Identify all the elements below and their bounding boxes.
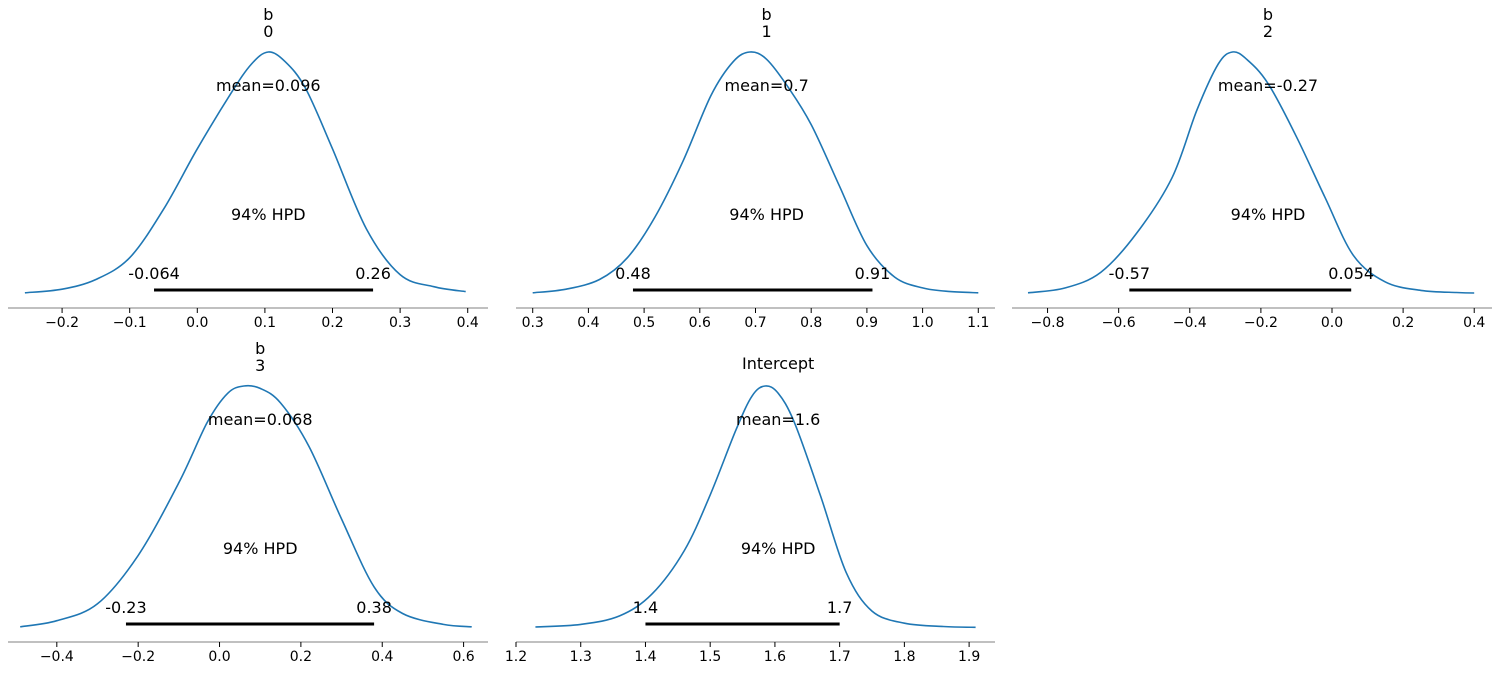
hpd-high-label: 0.38	[356, 598, 392, 617]
hpd-high-label: 0.054	[1328, 264, 1374, 283]
x-tick-label: 0.2	[1392, 315, 1414, 331]
panel-title-line-1: b	[255, 339, 265, 358]
x-tick-label: 0.0	[1321, 315, 1343, 331]
panel-title-line-2: 3	[255, 356, 265, 375]
x-tick-label: 0.7	[744, 315, 766, 331]
x-tick-label: 1.0	[911, 315, 933, 331]
density-curve	[532, 51, 979, 294]
x-tick-label: −0.8	[1031, 315, 1065, 331]
x-tick-label: −0.4	[1173, 315, 1207, 331]
mean-label: mean=-0.27	[1218, 76, 1318, 95]
density-curve	[24, 51, 466, 294]
x-tick-label: 0.0	[186, 315, 208, 331]
panel-1: b1 mean=0.7 94% HPD 0.48 0.91 0.3 0.4 0.5 0.6 0.7…	[516, 5, 995, 331]
hpd-low-label: 0.48	[615, 264, 651, 283]
hpd-low-label: -0.57	[1109, 264, 1150, 283]
x-tick-label: 1.8	[893, 649, 915, 665]
x-tick-label: 0.6	[689, 315, 711, 331]
mean-label: mean=0.096	[216, 76, 321, 95]
x-tick-label: 0.3	[522, 315, 544, 331]
x-tick-label: 0.2	[290, 649, 312, 665]
x-tick-label: −0.4	[40, 649, 74, 665]
x-tick-label: −0.2	[121, 649, 155, 665]
density-curve	[1027, 51, 1475, 294]
mean-label: mean=0.7	[725, 76, 809, 95]
x-tick-label: −0.1	[113, 315, 147, 331]
panel-0: b0 mean=0.096 94% HPD -0.064 0.26 −0.2 −0.1 0.0…	[8, 5, 488, 331]
density-curve	[20, 384, 472, 628]
hpd-label: 94% HPD	[223, 539, 298, 558]
hpd-high-label: 0.26	[355, 264, 391, 283]
mean-label: mean=1.6	[736, 410, 820, 429]
panel-title: Intercept	[742, 354, 814, 373]
x-tick-label: 0.8	[800, 315, 822, 331]
panel-title-line-2: 0	[263, 22, 273, 41]
x-tick-label: 0.4	[371, 649, 393, 665]
x-tick-label: 1.7	[829, 649, 851, 665]
x-tick-label: 0.3	[389, 315, 411, 331]
x-tick-label: 0.0	[208, 649, 230, 665]
hpd-label: 94% HPD	[231, 205, 306, 224]
x-tick-label: 1.6	[764, 649, 786, 665]
panel-title-line-1: b	[263, 5, 273, 24]
x-tick-label: −0.2	[1244, 315, 1278, 331]
panel-3: b3 mean=0.068 94% HPD -0.23 0.38 −0.4 −0.2 0.0 0…	[8, 339, 488, 665]
x-tick-label: 1.4	[634, 649, 656, 665]
hpd-label: 94% HPD	[741, 539, 816, 558]
x-tick-label: 1.3	[570, 649, 592, 665]
hpd-low-label: -0.23	[105, 598, 146, 617]
hpd-label: 94% HPD	[729, 205, 804, 224]
panel-2: b2 mean=-0.27 94% HPD -0.57 0.054 −0.8 −0.6 −0.…	[1012, 5, 1492, 331]
x-tick-label: 0.4	[577, 315, 599, 331]
hpd-label: 94% HPD	[1231, 205, 1306, 224]
mean-label: mean=0.068	[208, 410, 313, 429]
x-tick-label: 1.2	[505, 649, 527, 665]
panel-4: Intercept mean=1.6 94% HPD 1.4 1.7 1.2 1.3 1.4 1…	[505, 354, 995, 665]
panel-title-line-1: b	[1263, 5, 1273, 24]
x-tick-label: 1.1	[967, 315, 989, 331]
x-tick-label: 0.4	[457, 315, 479, 331]
x-tick-label: 0.5	[633, 315, 655, 331]
x-tick-label: 0.4	[1463, 315, 1485, 331]
panel-title-line-2: 1	[762, 22, 772, 41]
panel-title-line-2: 2	[1263, 22, 1273, 41]
x-tick-label: 0.9	[856, 315, 878, 331]
hpd-low-label: -0.064	[128, 264, 180, 283]
hpd-high-label: 1.7	[827, 598, 852, 617]
x-tick-label: 1.9	[958, 649, 980, 665]
x-tick-label: 0.1	[254, 315, 276, 331]
x-tick-label: 0.6	[452, 649, 474, 665]
hpd-low-label: 1.4	[633, 598, 658, 617]
density-curve	[535, 385, 976, 629]
x-tick-label: 1.5	[699, 649, 721, 665]
hpd-high-label: 0.91	[855, 264, 891, 283]
x-tick-label: 0.2	[321, 315, 343, 331]
x-tick-label: −0.6	[1102, 315, 1136, 331]
panel-title-line-1: b	[762, 5, 772, 24]
x-tick-label: −0.2	[45, 315, 79, 331]
